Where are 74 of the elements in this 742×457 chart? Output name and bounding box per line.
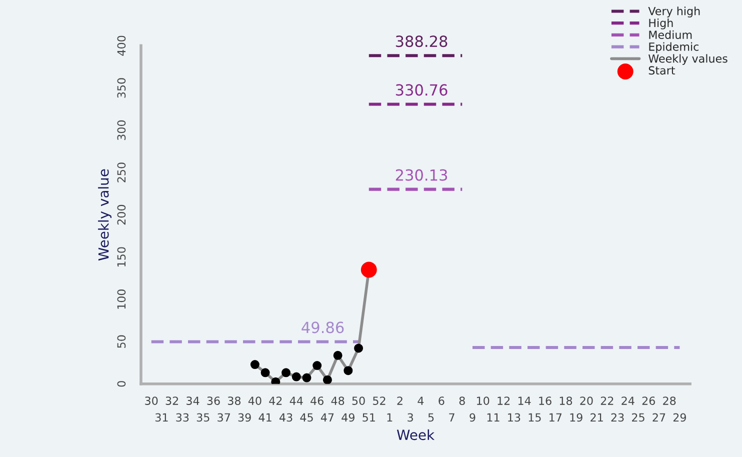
- x-tick-label: 17: [550, 413, 562, 422]
- x-tick-label: 33: [176, 413, 189, 422]
- y-tick-label: 300: [117, 120, 126, 140]
- y-tick-label: 100: [117, 289, 126, 309]
- y-tick-label: 250: [117, 162, 126, 182]
- x-tick-label: 48: [331, 396, 344, 405]
- x-tick-label: 28: [663, 396, 676, 405]
- x-tick-label: 9: [470, 413, 476, 422]
- x-tick-label: 52: [373, 396, 386, 405]
- x-tick-label: 13: [508, 413, 520, 422]
- x-tick-label: 38: [228, 396, 241, 405]
- x-tick-label: 2: [397, 396, 402, 405]
- y-tick-label: 350: [117, 78, 126, 98]
- legend-label: Weekly values: [648, 54, 728, 65]
- x-axis-title: Week: [396, 429, 435, 440]
- x-tick-label: 45: [300, 413, 313, 422]
- legend-label: Very high: [648, 6, 700, 18]
- x-tick-label: 42: [269, 396, 282, 405]
- x-tick-label: 26: [642, 396, 655, 405]
- x-tick-label: 25: [632, 413, 644, 422]
- legend-label: Medium: [649, 30, 692, 39]
- x-tick-label: 41: [258, 413, 272, 422]
- x-tick-label: 14: [518, 396, 531, 405]
- x-tick-label: 15: [528, 413, 541, 422]
- x-tick-label: 46: [310, 396, 324, 405]
- y-tick-label: 150: [117, 247, 126, 266]
- x-tick-label: 19: [570, 413, 582, 422]
- x-tick-label: 7: [449, 413, 454, 422]
- legend-label: High: [649, 18, 673, 30]
- annotation: 388.28: [396, 36, 448, 48]
- x-tick-label: 40: [248, 396, 262, 405]
- x-tick-label: 3: [408, 413, 413, 422]
- x-tick-label: 39: [238, 413, 251, 422]
- x-tick-label: 16: [539, 396, 552, 405]
- x-tick-label: 37: [218, 413, 230, 422]
- y-tick-label: 0: [117, 381, 126, 387]
- x-tick-label: 51: [362, 413, 375, 422]
- legend-label: Epidemic: [649, 42, 699, 54]
- x-tick-label: 23: [611, 413, 624, 422]
- legend-label: Start: [648, 66, 676, 75]
- x-tick-label: 1: [387, 413, 392, 422]
- x-tick-label: 30: [145, 396, 158, 405]
- x-tick-label: 36: [207, 396, 220, 405]
- x-tick-label: 31: [155, 413, 168, 422]
- point: [360, 262, 377, 278]
- y-tick-label: 400: [117, 36, 126, 56]
- annotation: 230.13: [396, 169, 448, 181]
- x-tick-label: 21: [590, 413, 603, 422]
- x-tick-label: 24: [622, 396, 634, 405]
- x-tick-label: 10: [477, 396, 490, 405]
- x-tick-label: 18: [560, 396, 572, 405]
- x-tick-label: 27: [652, 413, 666, 422]
- x-tick-label: 49: [342, 413, 354, 422]
- x-tick-label: 4: [418, 396, 424, 405]
- y-tick-label: 50: [117, 335, 126, 348]
- x-tick-label: 35: [196, 413, 210, 422]
- x-tick-label: 50: [352, 396, 365, 405]
- x-tick-label: 20: [580, 396, 593, 405]
- annotation: 330.76: [396, 84, 448, 96]
- x-tick-label: 12: [498, 396, 510, 405]
- x-tick-label: 11: [487, 413, 500, 422]
- x-tick-label: 34: [186, 396, 200, 405]
- x-tick-label: 22: [600, 396, 614, 405]
- x-tick-label: 29: [673, 413, 686, 422]
- y-tick-label: 200: [117, 204, 126, 225]
- y-axis-title: Weekly value: [98, 169, 112, 261]
- x-tick-label: 6: [438, 396, 444, 405]
- x-tick-label: 43: [279, 413, 292, 422]
- x-tick-label: 44: [290, 396, 303, 405]
- x-tick-label: 8: [459, 396, 465, 405]
- x-tick-label: 47: [320, 413, 334, 422]
- annotation: 49.86: [302, 322, 344, 334]
- x-tick-label: 5: [428, 413, 434, 422]
- x-tick-label: 32: [166, 396, 178, 405]
